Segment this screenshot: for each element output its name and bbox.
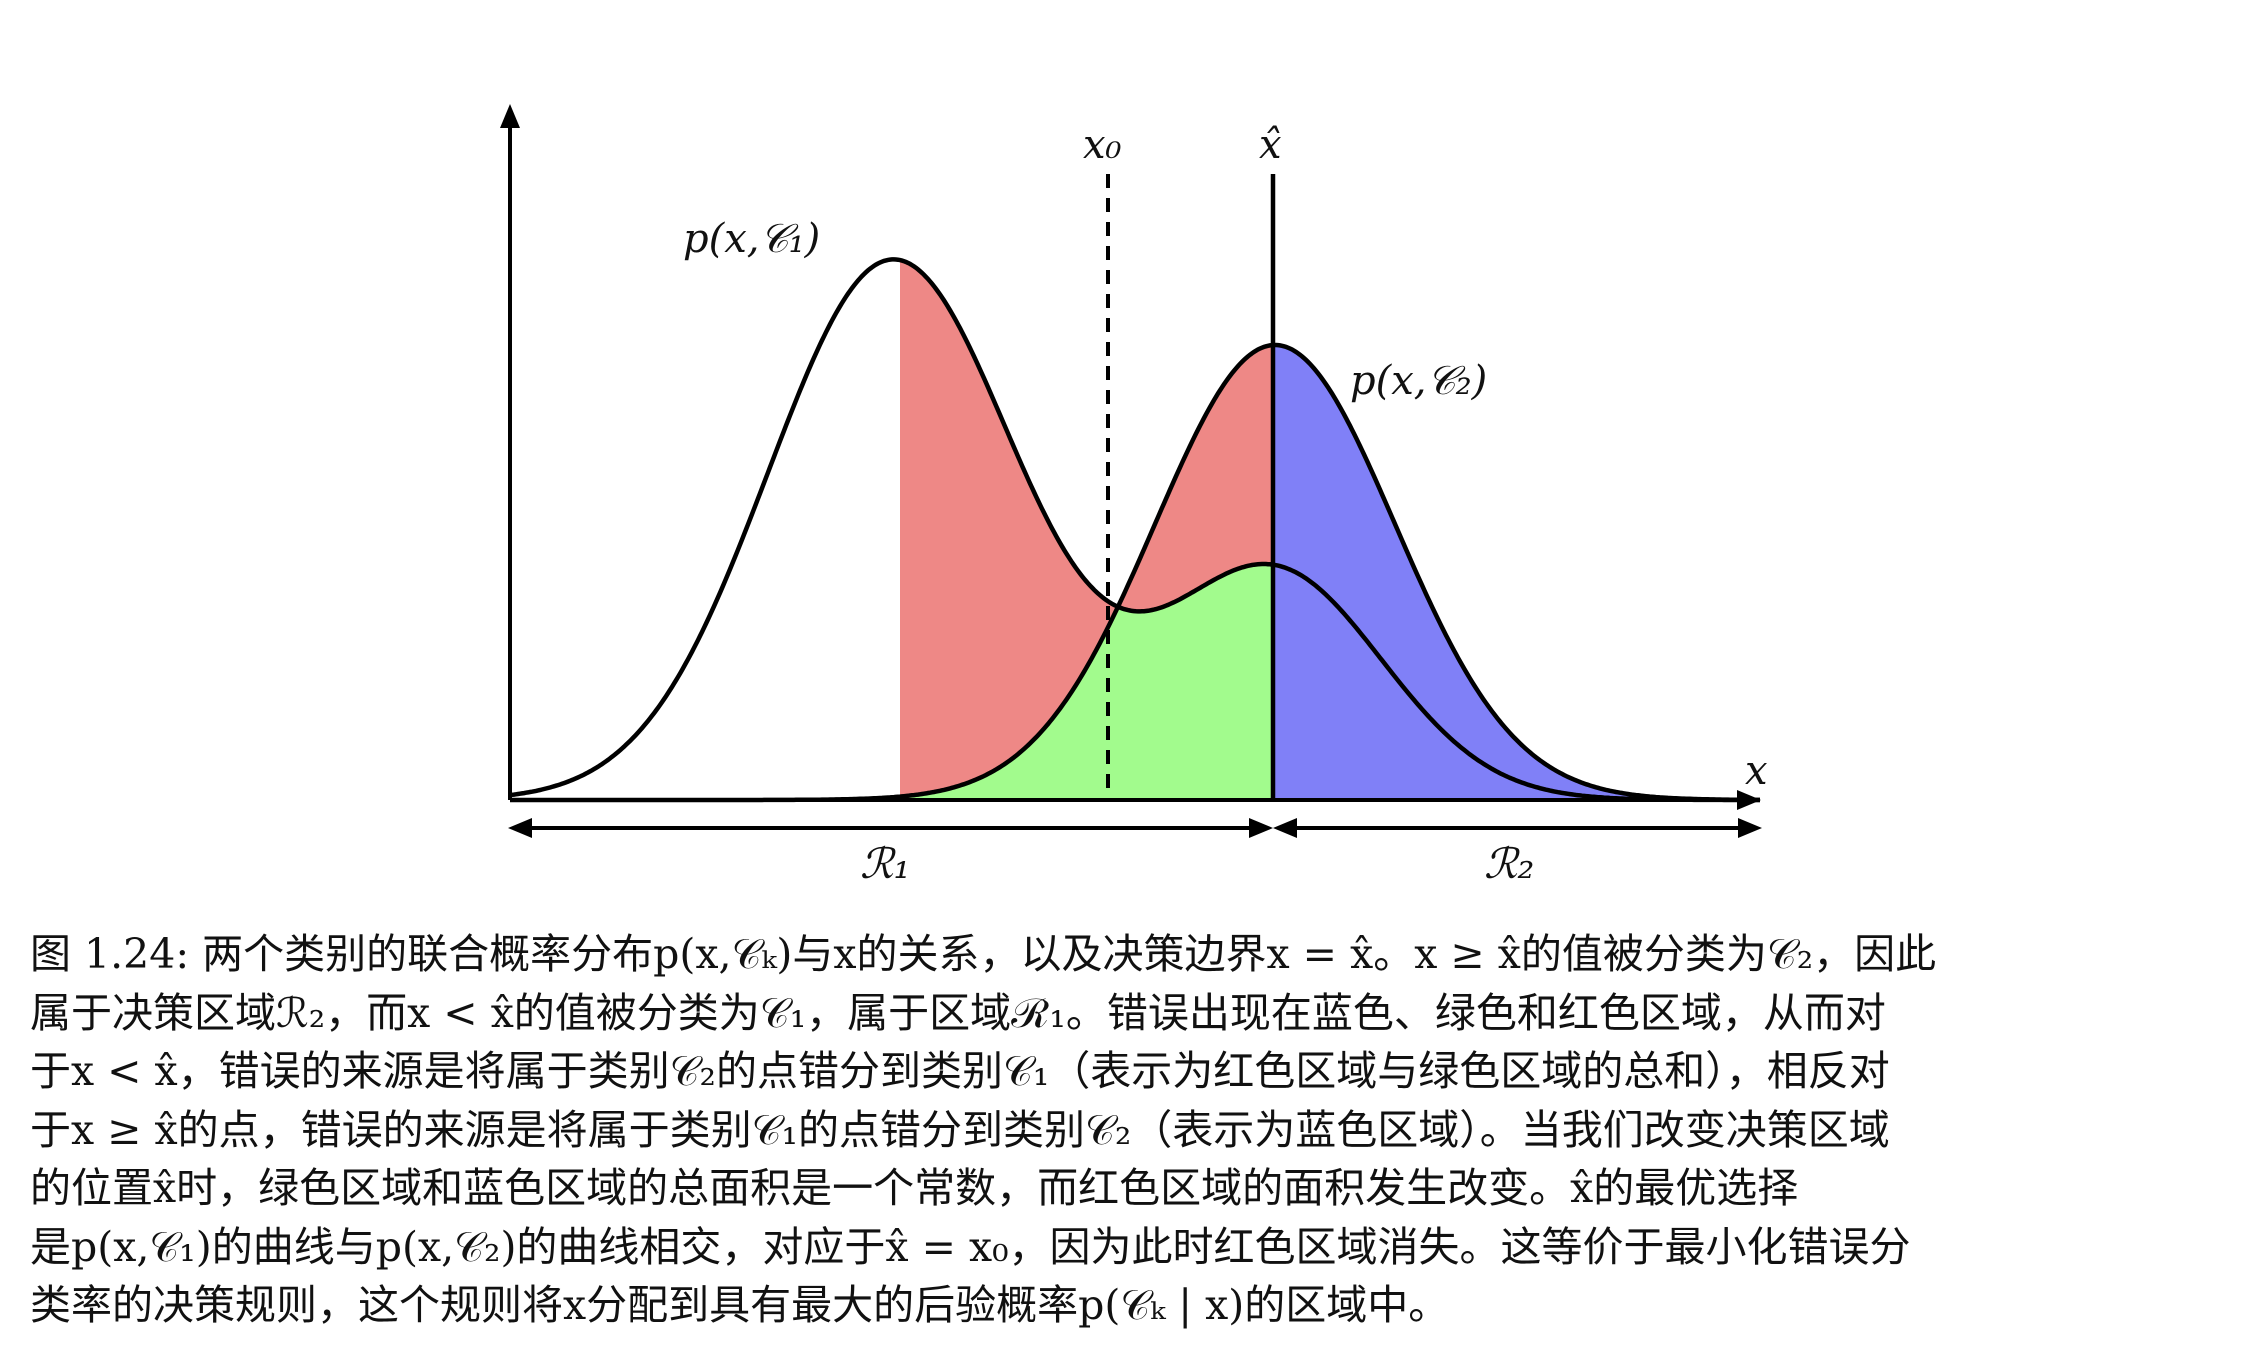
blue-error-region bbox=[1273, 345, 1760, 800]
caption-line-7: 类率的决策规则，这个规则将x分配到具有最大的后验概率p(𝒞ₖ | x)的区域中。 bbox=[30, 1281, 1450, 1329]
x0-label: x₀ bbox=[1083, 122, 1122, 168]
y-axis-arrowhead bbox=[500, 104, 520, 128]
r2-arrow-left-head bbox=[1273, 818, 1297, 838]
caption-line-2: 属于决策区域ℛ₂，而x < x̂的值被分类为𝒞₁，属于区域ℛ₁。错误出现在蓝色、… bbox=[30, 988, 1886, 1037]
green-error-region bbox=[510, 345, 1273, 800]
figure-caption: 图 1.24: 两个类别的联合概率分布p(x,𝒞ₖ)与x的关系，以及决策边界x … bbox=[30, 925, 2230, 1335]
joint-probability-figure: x₀ x̂ x p(x,𝒞₁) p(x,𝒞₂) ℛ₁ ℛ₂ bbox=[500, 104, 1768, 888]
caption-line-5: 的位置x̂时，绿色区域和蓝色区域的总面积是一个常数，而红色区域的面积发生改变。x… bbox=[30, 1164, 1799, 1212]
curve-p-c2 bbox=[510, 342, 1760, 803]
pc1-label: p(x,𝒞₁) bbox=[683, 216, 820, 262]
caption-line-6: 是p(x,𝒞₁)的曲线与p(x,𝒞₂)的曲线相交，对应于x̂ = x₀，因为此时… bbox=[30, 1222, 1911, 1271]
r1-arrow-left-head bbox=[508, 818, 532, 838]
curve-p-c1 bbox=[509, 257, 1760, 803]
xhat-label: x̂ bbox=[1259, 122, 1282, 168]
pc2-label: p(x,𝒞₂) bbox=[1350, 358, 1487, 404]
x-axis-label: x bbox=[1745, 748, 1768, 794]
r2-label: ℛ₂ bbox=[1484, 839, 1534, 888]
red-error-region bbox=[900, 260, 1273, 797]
r1-label: ℛ₁ bbox=[860, 839, 910, 888]
r1-arrow-right-head bbox=[1249, 818, 1273, 838]
caption-line-3: 于x < x̂，错误的来源是将属于类别𝒞₂的点错分到类别𝒞₁（表示为红色区域与绿… bbox=[30, 1047, 1890, 1095]
caption-line-4: 于x ≥ x̂的点，错误的来源是将属于类别𝒞₁的点错分到类别𝒞₂（表示为蓝色区域… bbox=[30, 1105, 1890, 1154]
r2-arrow-right-head bbox=[1738, 818, 1762, 838]
caption-line-1: 图 1.24: 两个类别的联合概率分布p(x,𝒞ₖ)与x的关系，以及决策边界x … bbox=[30, 930, 1937, 978]
